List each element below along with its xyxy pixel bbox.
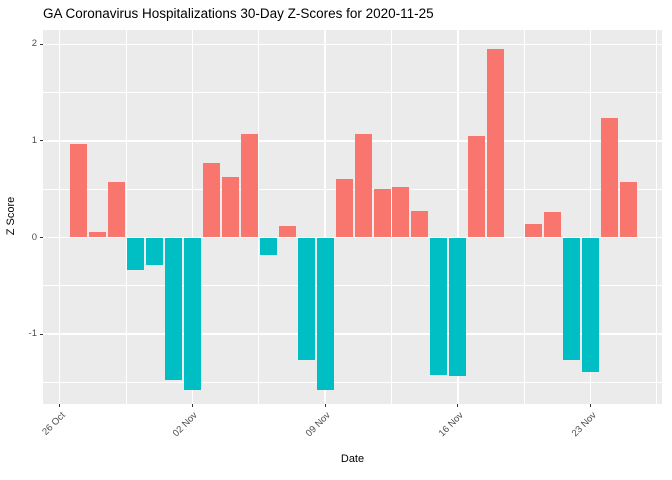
- x-tick-label: 02 Nov: [171, 410, 201, 440]
- bar: [430, 237, 448, 375]
- bar: [89, 231, 107, 238]
- major-gridline-y: [43, 140, 662, 142]
- y-tick-label: -1: [28, 328, 37, 339]
- y-tick-mark: [40, 43, 43, 45]
- x-tick-mark: [59, 404, 61, 407]
- bar: [620, 182, 637, 238]
- minor-gridline-y: [43, 381, 662, 383]
- y-tick-mark: [40, 237, 43, 238]
- bar: [544, 212, 562, 238]
- minor-gridline-x: [258, 30, 260, 404]
- bar: [297, 237, 315, 361]
- x-tick-label: 16 Nov: [436, 410, 466, 440]
- y-axis-title: Z Score: [5, 196, 17, 236]
- bar: [183, 237, 201, 390]
- bar: [563, 237, 581, 361]
- x-tick-mark: [457, 404, 459, 407]
- x-tick-label: 23 Nov: [569, 410, 599, 440]
- bar: [335, 178, 353, 238]
- major-gridline-y: [43, 333, 662, 335]
- bar: [392, 187, 410, 238]
- major-gridline-x: [58, 30, 61, 404]
- major-gridline-y: [43, 236, 662, 239]
- chart-title: GA Coronavirus Hospitalizations 30-Day Z…: [43, 6, 434, 21]
- x-tick-label: 09 Nov: [303, 410, 333, 440]
- bar: [487, 49, 505, 238]
- major-gridline-x: [191, 30, 194, 404]
- bar: [316, 237, 334, 390]
- minor-gridline-x: [523, 30, 525, 404]
- minor-gridline-y: [43, 92, 662, 94]
- bar: [278, 225, 296, 238]
- bar: [70, 143, 88, 238]
- bar: [411, 211, 429, 238]
- bar: [164, 237, 182, 381]
- x-tick-mark: [191, 404, 193, 407]
- bar: [221, 176, 239, 238]
- x-tick-label: 26 Oct: [39, 410, 68, 438]
- bar: [108, 181, 126, 238]
- y-tick-mark: [40, 333, 43, 335]
- x-tick-mark: [324, 404, 326, 407]
- bar: [202, 163, 220, 238]
- x-axis-title: Date: [340, 453, 365, 465]
- bar: [259, 237, 277, 255]
- minor-gridline-x: [391, 30, 392, 404]
- bar: [601, 117, 619, 238]
- bar: [449, 237, 467, 377]
- y-tick-label: 0: [31, 231, 37, 243]
- major-gridline-x: [324, 30, 326, 404]
- major-gridline-y: [43, 43, 662, 46]
- plot-panel: [43, 30, 662, 404]
- y-tick-label: 2: [31, 38, 37, 50]
- bar: [468, 136, 486, 238]
- minor-gridline-y: [43, 285, 662, 287]
- minor-gridline-x: [125, 30, 127, 404]
- y-tick-mark: [40, 140, 43, 142]
- y-tick-label: 1: [31, 134, 37, 146]
- bar: [146, 237, 163, 266]
- bar: [127, 237, 145, 271]
- bar: [354, 134, 372, 238]
- minor-gridline-x: [656, 30, 658, 404]
- major-gridline-x: [589, 30, 592, 404]
- bar: [525, 223, 543, 238]
- x-tick-mark: [590, 404, 592, 407]
- bar: [582, 237, 600, 372]
- major-gridline-x: [457, 30, 459, 404]
- bar: [240, 134, 258, 238]
- bar: [373, 189, 391, 238]
